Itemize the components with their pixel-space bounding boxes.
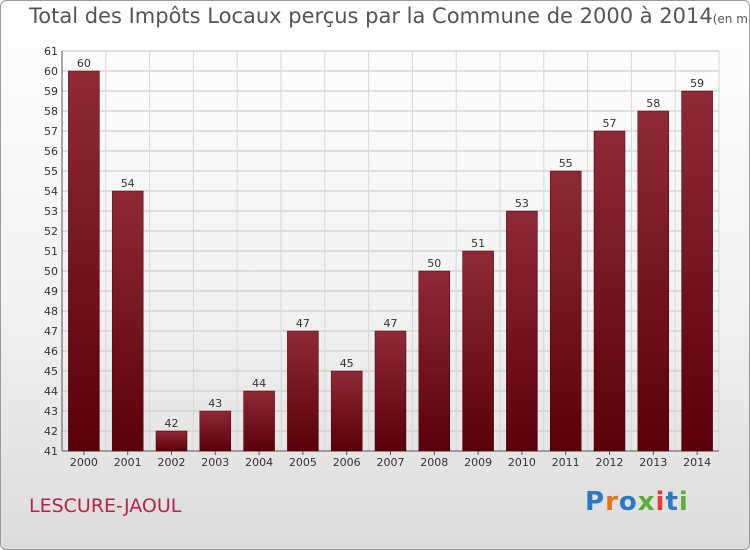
y-tick-label: 61 [44, 45, 58, 58]
x-tick-label: 2014 [683, 456, 711, 469]
title-text: Total des Impôts Locaux perçus par la Co… [29, 4, 713, 28]
bar [199, 410, 232, 452]
bar [374, 330, 407, 452]
bar [681, 90, 713, 452]
proxiti-logo: Proxiti [585, 487, 689, 517]
data-label: 53 [515, 197, 529, 210]
bar [637, 110, 670, 452]
logo-letter: r [605, 487, 619, 517]
data-label: 59 [690, 77, 704, 90]
y-tick-label: 52 [44, 225, 58, 238]
data-label: 44 [252, 377, 266, 390]
data-label: 55 [559, 157, 573, 170]
bar [330, 370, 363, 452]
data-label: 43 [208, 397, 222, 410]
data-label: 60 [77, 57, 91, 70]
logo-letter: x [637, 487, 656, 517]
y-tick-label: 46 [44, 345, 58, 358]
x-tick-label: 2000 [70, 456, 98, 469]
y-tick-label: 50 [44, 265, 58, 278]
y-tick-label: 47 [44, 325, 58, 338]
x-tick-label: 2005 [289, 456, 317, 469]
bar [506, 210, 538, 452]
data-label: 45 [340, 357, 354, 370]
y-tick-label: 54 [44, 185, 58, 198]
y-tick-label: 44 [44, 385, 58, 398]
y-tick-label: 55 [44, 165, 58, 178]
x-tick-label: 2011 [552, 456, 580, 469]
logo-letter: i [678, 487, 689, 517]
y-tick-label: 43 [44, 405, 58, 418]
data-label: 54 [121, 177, 135, 190]
x-tick-label: 2009 [464, 456, 492, 469]
bar [68, 70, 100, 452]
bar [549, 170, 582, 452]
y-tick-label: 49 [44, 285, 58, 298]
bar [111, 190, 144, 452]
unit-note: (en milliers d'€) [712, 12, 750, 26]
data-label: 50 [427, 257, 441, 270]
x-tick-label: 2004 [245, 456, 273, 469]
x-tick-label: 2008 [420, 456, 448, 469]
data-label: 47 [296, 317, 310, 330]
logo-letter: t [665, 487, 679, 517]
bar [593, 130, 626, 452]
x-tick-label: 2001 [114, 456, 142, 469]
bar [243, 390, 275, 452]
chart-title: Total des Impôts Locaux perçus par la Co… [29, 4, 750, 28]
y-tick-label: 60 [44, 65, 58, 78]
y-tick-label: 48 [44, 305, 58, 318]
y-tick-label: 45 [44, 365, 58, 378]
y-tick-label: 41 [44, 445, 58, 458]
y-tick-label: 58 [44, 105, 58, 118]
y-tick-label: 53 [44, 205, 58, 218]
data-label: 58 [646, 97, 660, 110]
logo-letter: i [655, 487, 666, 517]
x-tick-label: 2013 [639, 456, 667, 469]
x-tick-label: 2003 [201, 456, 229, 469]
y-tick-label: 57 [44, 125, 58, 138]
y-tick-label: 42 [44, 425, 58, 438]
x-tick-label: 2012 [596, 456, 624, 469]
x-tick-label: 2006 [333, 456, 361, 469]
commune-name: LESCURE-JAOUL [29, 495, 182, 517]
logo-letter: P [585, 487, 606, 517]
bar [287, 330, 319, 452]
bar [462, 250, 494, 452]
x-tick-label: 2007 [377, 456, 405, 469]
bar [155, 430, 188, 452]
x-tick-label: 2010 [508, 456, 536, 469]
data-label: 42 [165, 417, 179, 430]
data-label: 47 [384, 317, 398, 330]
data-label: 51 [471, 237, 485, 250]
data-label: 57 [603, 117, 617, 130]
y-tick-label: 59 [44, 85, 58, 98]
x-tick-label: 2002 [158, 456, 186, 469]
y-tick-label: 56 [44, 145, 58, 158]
logo-letter: o [618, 487, 638, 517]
y-tick-label: 51 [44, 245, 58, 258]
bar [418, 270, 451, 452]
